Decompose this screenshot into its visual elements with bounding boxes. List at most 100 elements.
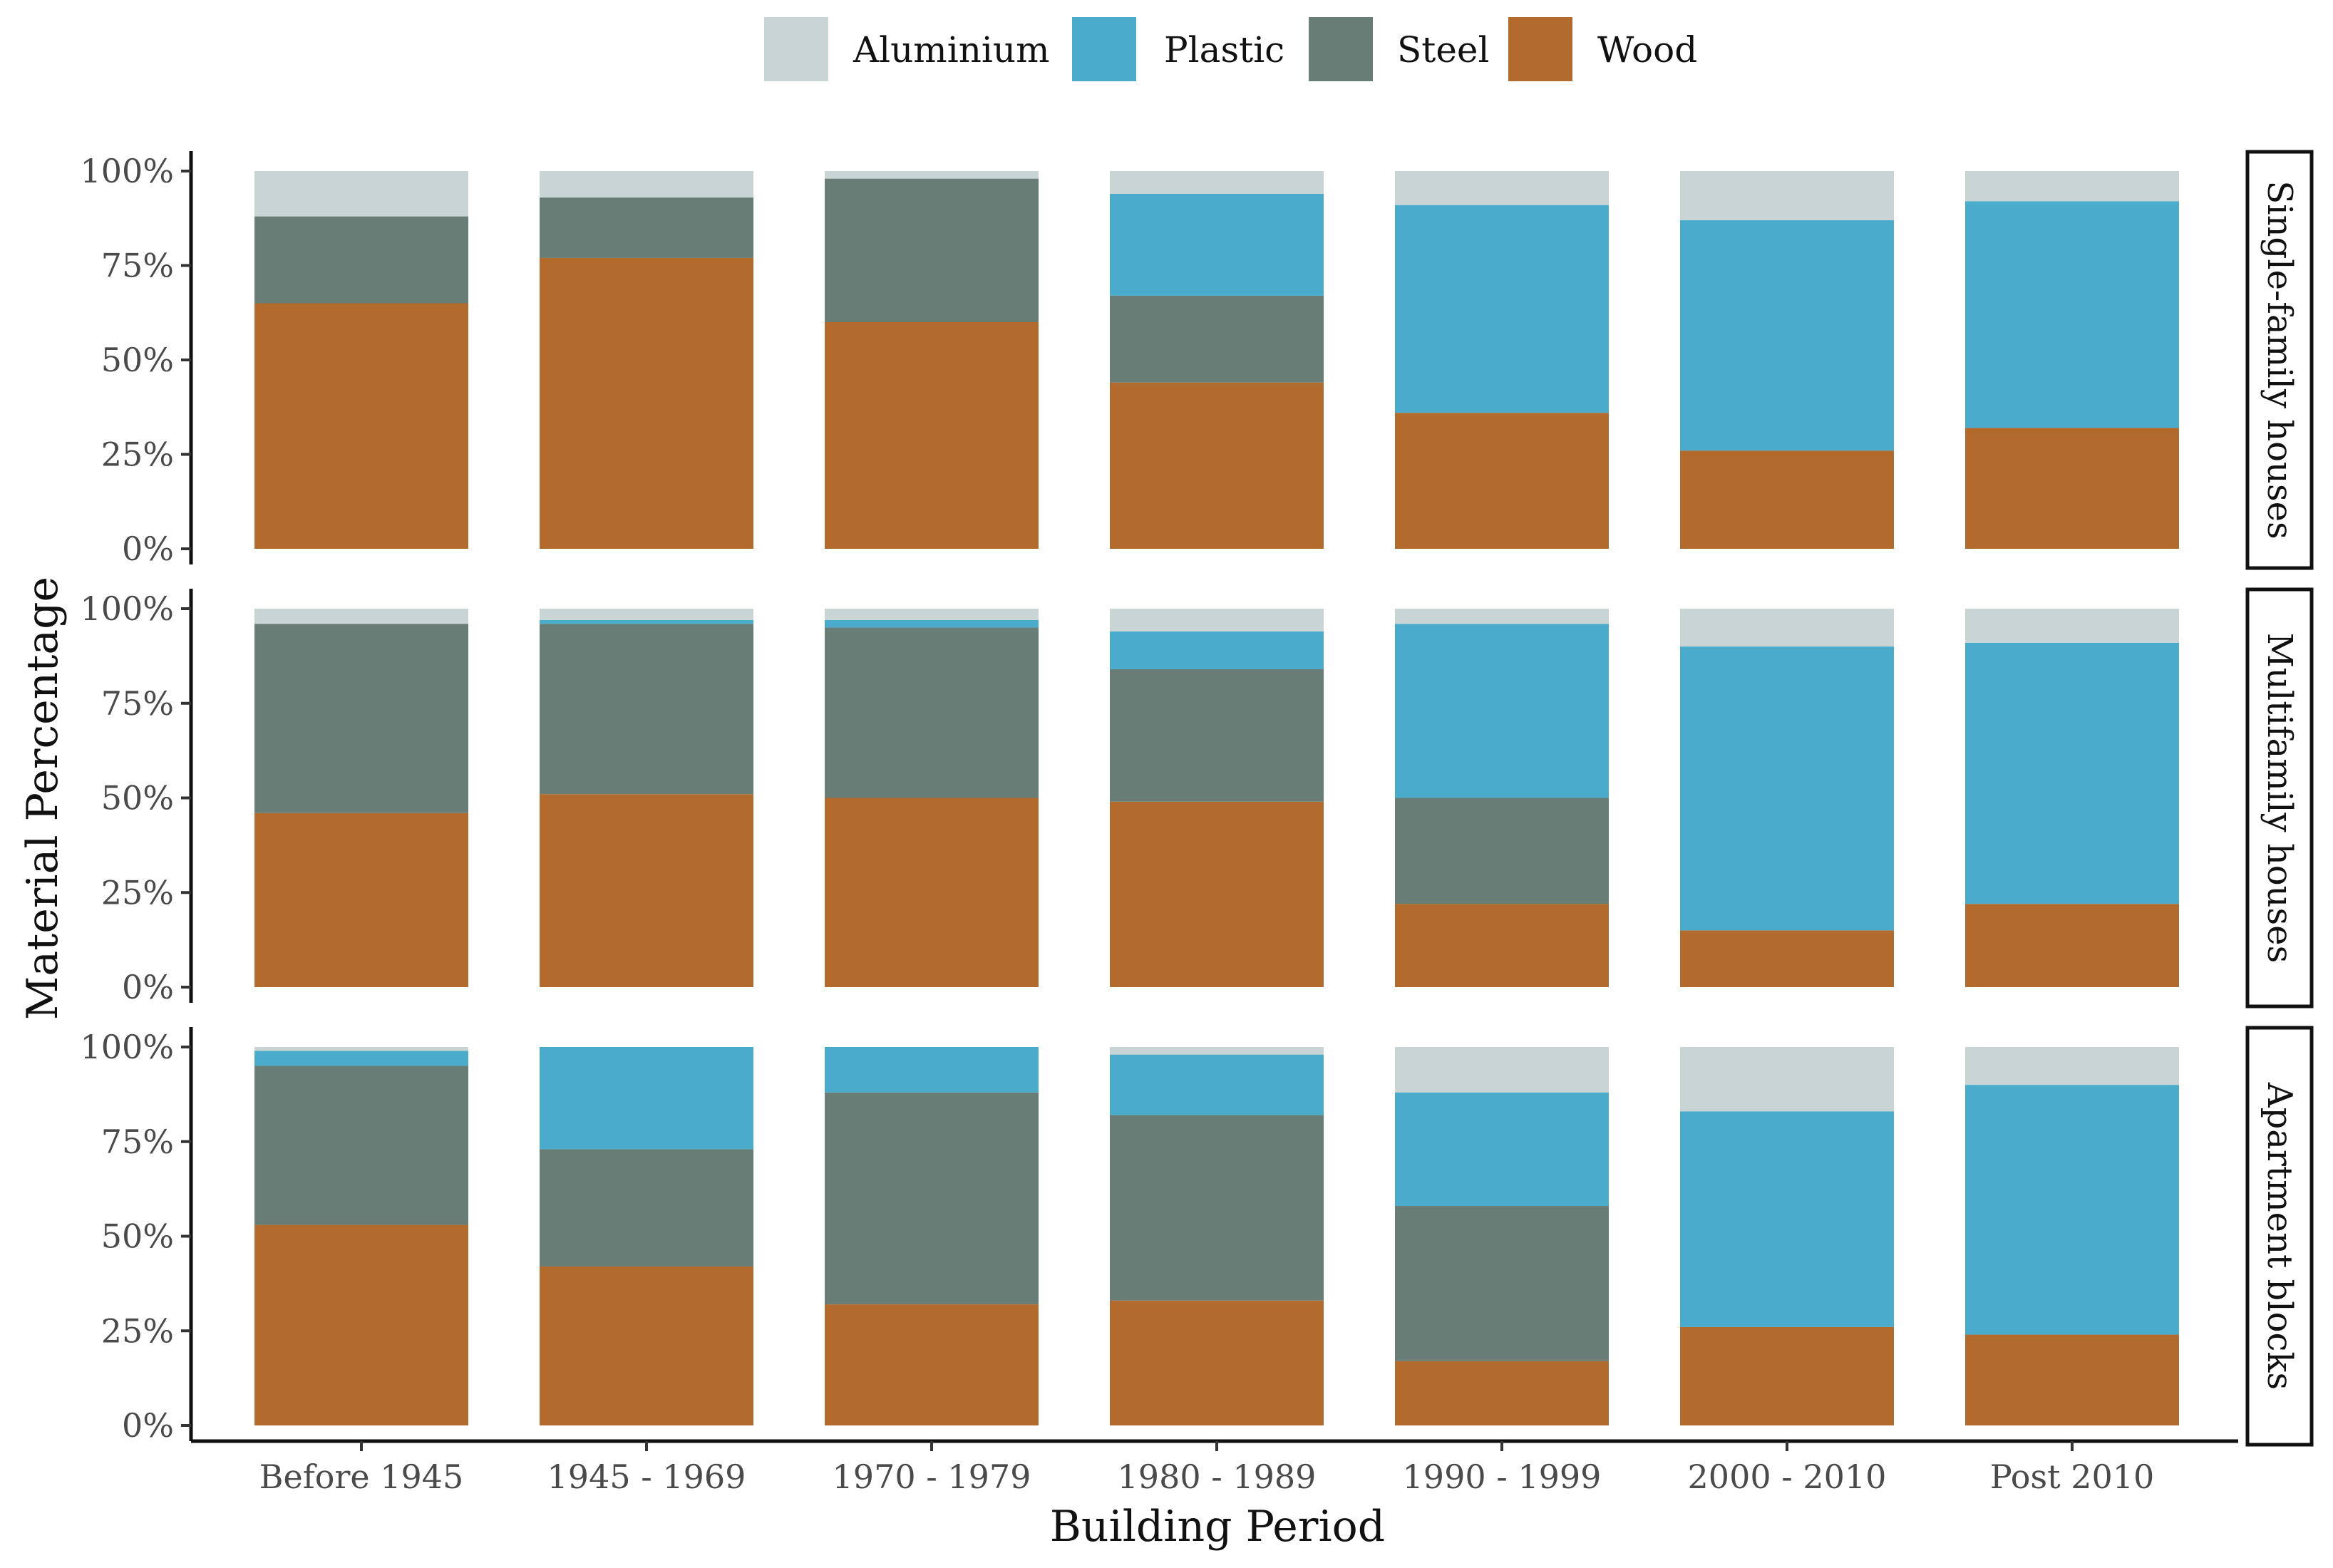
panel-single-family-houses: 0% 25% 50% 75% 100% Single-family houses [80,150,2314,570]
bar-plastic-1945-1969 [540,1047,753,1150]
bar-plastic-before-1945 [254,1051,468,1066]
bar-plastic-1945-1969 [540,619,753,624]
x-tick-label-post-2010: Post 2010 [1990,1458,2155,1496]
y-tick-label: 0% [122,968,174,1006]
legend-item-aluminium: Aluminium [764,17,1050,81]
facet-strip-label: Multifamily houses [2260,633,2299,963]
facet-strip [2245,587,2314,1009]
legend-key-aluminium [764,17,828,81]
bar-plastic-post-2010 [1965,642,2179,904]
bar-plastic-1970-1979 [825,1047,1039,1093]
y-tick-label: 75% [101,247,174,285]
x-tick-label-1945-1969: 1945 - 1969 [547,1458,746,1496]
y-tick-label: 25% [101,435,174,474]
panel-apartment-blocks: 0% 25% 50% 75% 100% Apartment blocks [80,1026,2314,1447]
bar-plastic-post-2010 [1965,201,2179,428]
legend-label-steel: Steel [1397,29,1490,71]
y-axis-title: Material Percentage [18,577,68,1020]
bar-plastic-1990-1999 [1395,624,1609,798]
facet-strip [2245,1026,2314,1447]
bar-aluminium-1990-1999 [1395,609,1609,624]
bar-steel-1980-1989 [1110,669,1324,802]
bar-plastic-1980-1989 [1110,1054,1324,1115]
bar-aluminium-post-2010 [1965,171,2179,202]
bar-aluminium-before-1945 [254,1047,468,1051]
bar-steel-1945-1969 [540,1149,753,1267]
y-tick-label: 75% [101,1123,174,1161]
y-tick-label: 100% [80,152,174,190]
bar-plastic-1980-1989 [1110,631,1324,669]
legend-label-aluminium: Aluminium [853,29,1050,71]
bar-steel-1990-1999 [1395,1206,1609,1361]
bar-plastic-2000-2010 [1680,220,1894,451]
bar-plastic-post-2010 [1965,1085,2179,1335]
legend-key-wood [1508,17,1572,81]
bar-aluminium-2000-2010 [1680,1047,1894,1112]
y-tick-label: 0% [122,530,174,568]
bar-steel-1945-1969 [540,197,753,258]
bar-aluminium-1990-1999 [1395,1047,1609,1093]
facet-strip-label: Apartment blocks [2260,1082,2299,1390]
bar-wood-1980-1989 [1110,801,1324,987]
bar-steel-1970-1979 [825,627,1039,798]
bar-aluminium-1945-1969 [540,609,753,620]
bar-wood-before-1945 [254,813,468,987]
x-axis-title: Building Period [1050,1502,1385,1552]
bar-wood-1990-1999 [1395,413,1609,549]
y-tick-label: 50% [101,341,174,379]
bar-steel-before-1945 [254,624,468,813]
y-tick-label: 25% [101,873,174,912]
bar-steel-before-1945 [254,1066,468,1225]
chart-panels: 0% 25% 50% 75% 100% Single-family houses 0% 25%… [80,150,2314,1447]
legend-label-plastic: Plastic [1164,29,1284,71]
x-tick-label-1970-1979: 1970 - 1979 [833,1458,1031,1496]
panel-multifamily-houses: 0% 25% 50% 75% 100% Multifamily houses [80,587,2314,1009]
bar-aluminium-1970-1979 [825,171,1039,179]
x-tick-label-1990-1999: 1990 - 1999 [1403,1458,1602,1496]
bar-wood-2000-2010 [1680,1326,1894,1425]
y-tick-label: 25% [101,1311,174,1350]
bar-aluminium-2000-2010 [1680,609,1894,647]
bar-steel-1990-1999 [1395,798,1609,904]
bar-wood-before-1945 [254,303,468,549]
bar-steel-1970-1979 [825,178,1039,322]
bar-plastic-1970-1979 [825,619,1039,628]
bar-plastic-1980-1989 [1110,193,1324,296]
bar-wood-1990-1999 [1395,1361,1609,1425]
bar-wood-2000-2010 [1680,450,1894,549]
bar-aluminium-1980-1989 [1110,1047,1324,1055]
legend-item-plastic: Plastic [1072,17,1284,81]
bar-aluminium-post-2010 [1965,1047,2179,1085]
bar-aluminium-1980-1989 [1110,171,1324,194]
bar-steel-1980-1989 [1110,1115,1324,1301]
y-tick-label: 75% [101,684,174,723]
bar-steel-1980-1989 [1110,295,1324,383]
bar-plastic-2000-2010 [1680,1111,1894,1327]
legend-item-steel: Steel [1309,17,1490,81]
bar-steel-1970-1979 [825,1092,1039,1305]
bar-plastic-2000-2010 [1680,646,1894,931]
facet-strip-label: Single-family houses [2260,180,2299,539]
bar-aluminium-1970-1979 [825,609,1039,620]
bar-wood-1980-1989 [1110,1300,1324,1425]
y-tick-label: 0% [122,1406,174,1445]
bar-wood-1945-1969 [540,257,753,549]
bar-plastic-1990-1999 [1395,1092,1609,1207]
y-tick-label: 100% [80,589,174,628]
bar-aluminium-1980-1989 [1110,609,1324,631]
y-tick-label: 50% [101,779,174,817]
legend-key-plastic [1072,17,1136,81]
bar-plastic-1990-1999 [1395,205,1609,413]
bar-wood-1970-1979 [825,322,1039,549]
legend-label-wood: Wood [1597,29,1697,71]
bar-wood-2000-2010 [1680,930,1894,987]
legend: Aluminium Plastic Steel Wood [764,17,1697,81]
bar-wood-before-1945 [254,1224,468,1425]
legend-key-steel [1309,17,1373,81]
bar-wood-1980-1989 [1110,382,1324,549]
y-tick-label: 50% [101,1217,174,1256]
bar-wood-1945-1969 [540,1266,753,1425]
x-tick-label-2000-2010: 2000 - 2010 [1688,1458,1887,1496]
y-tick-label: 100% [80,1028,174,1066]
